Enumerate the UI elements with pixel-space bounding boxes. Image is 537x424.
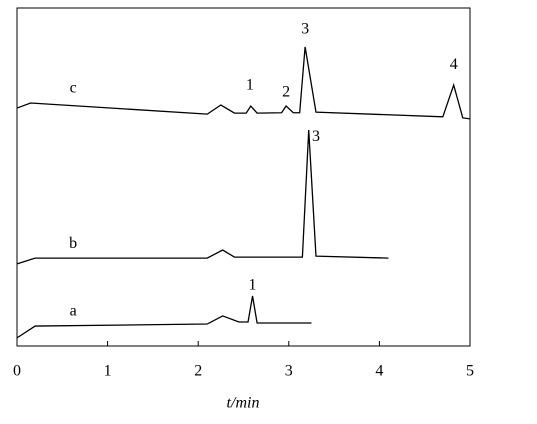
- peak-label: 4: [450, 56, 458, 73]
- x-tick-label: 3: [285, 363, 293, 380]
- x-tick-label: 4: [375, 363, 383, 380]
- trace: [16, 295, 312, 339]
- x-tick-label: 2: [194, 363, 202, 380]
- trace: [16, 129, 389, 265]
- peak-label: 1: [249, 277, 257, 294]
- x-axis-label: t/min: [227, 395, 260, 412]
- peak-label: 2: [282, 84, 290, 101]
- trace: [16, 46, 471, 120]
- x-tick-label: 0: [13, 363, 21, 380]
- peak-label: 3: [312, 128, 320, 145]
- trace-label: a: [70, 303, 77, 320]
- plot-frame: [16, 7, 471, 347]
- trace-label: c: [70, 80, 77, 97]
- x-tick-label: 5: [466, 363, 474, 380]
- peak-label: 3: [301, 21, 309, 38]
- trace-label: b: [69, 235, 77, 252]
- x-tick-label: 1: [104, 363, 112, 380]
- peak-label: 1: [246, 77, 254, 94]
